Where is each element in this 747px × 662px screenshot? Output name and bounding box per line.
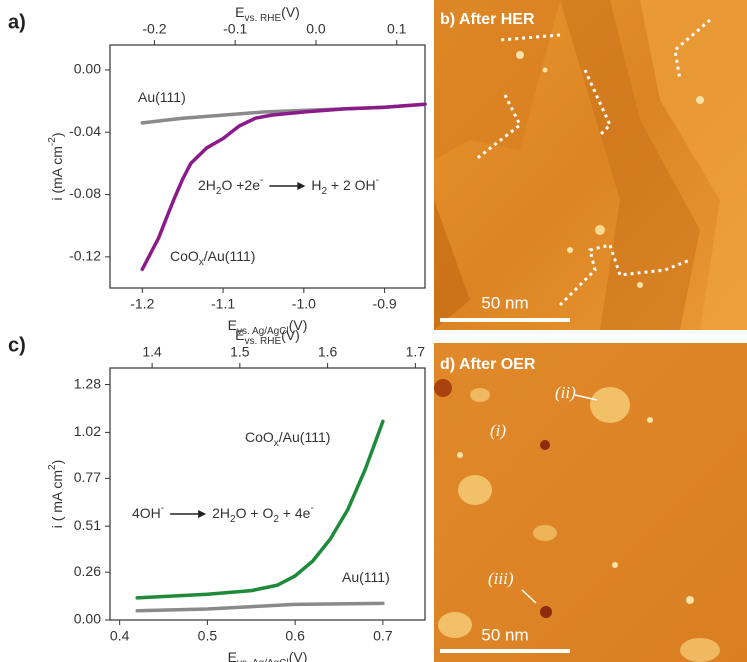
annotation: H2 + 2 OH-: [311, 175, 379, 197]
x2-tick-label: 0.0: [306, 21, 326, 37]
text-part: ): [49, 460, 65, 465]
y-tick-label: 1.28: [74, 375, 101, 391]
text-part: CoO: [170, 248, 199, 264]
y-tick-label: -0.12: [69, 248, 101, 264]
text-part: 2H: [198, 177, 216, 193]
text-part: Au(111): [342, 569, 390, 585]
y-tick-label: 0.51: [74, 517, 101, 533]
particle-label: (iii): [488, 569, 514, 588]
text-part: /Au(111): [279, 429, 331, 445]
x-tick-label: 0.5: [198, 628, 218, 644]
text-part: -: [310, 503, 313, 514]
annotation: CoOx/Au(111): [245, 429, 330, 449]
x-tick-label: 0.4: [110, 628, 130, 644]
y-tick-label: 0.77: [74, 469, 101, 485]
y-tick-label: -0.08: [69, 185, 101, 201]
scale-bar-label: 50 nm: [481, 293, 528, 312]
x2-tick-label: 1.7: [406, 344, 426, 360]
arrow-head: [198, 510, 206, 518]
text-part: -: [260, 175, 263, 186]
text-part: Au(111): [138, 89, 186, 105]
panel-label: a): [8, 11, 26, 33]
stm-image-oer: [434, 343, 747, 662]
text-part: H: [311, 177, 321, 193]
particle-label: (i): [490, 421, 506, 440]
text-part: ): [49, 132, 65, 137]
text-part: i ( mA cm: [49, 470, 65, 528]
stm-image-her: [434, 0, 747, 330]
text-part: E: [235, 327, 244, 343]
text-part: + 4e: [279, 505, 311, 521]
x-tick-label: -0.9: [373, 296, 397, 312]
text-part: 4OH: [132, 505, 161, 521]
x2-tick-label: 1.6: [318, 344, 338, 360]
y-tick-label: 0.00: [74, 61, 101, 77]
text-part: CoO: [245, 429, 274, 445]
y-axis-label: i ( mA cm2): [47, 460, 65, 529]
y-axis-label: i (mA cm-2): [47, 132, 65, 200]
x-tick-label: -1.1: [211, 296, 235, 312]
y-tick-label: 1.02: [74, 423, 101, 439]
x2-tick-label: 1.4: [142, 344, 162, 360]
text-part: (V): [289, 649, 308, 662]
text-part: (V): [281, 4, 300, 20]
x-axis-label: Evs. Ag/AgCl(V): [228, 649, 308, 662]
annotation: 2H2O + O2 + 4e-: [212, 503, 314, 525]
image-label: d) After OER: [440, 356, 536, 373]
scale-bar-label: 50 nm: [481, 625, 528, 644]
text-part: (V): [281, 327, 300, 343]
x-tick-label: -1.2: [130, 296, 154, 312]
text-part: O + O: [236, 505, 274, 521]
series-line: [137, 603, 383, 610]
annotation: CoOx/Au(111): [170, 248, 255, 268]
annotation: 2H2O +2e-: [198, 175, 263, 197]
text-part: 2H: [212, 505, 230, 521]
plot-frame: [110, 45, 425, 288]
annotation: 4OH-: [132, 503, 164, 521]
x2-axis-label: Evs. RHE(V): [235, 4, 300, 24]
x-tick-label: -1.0: [292, 296, 316, 312]
x2-tick-label: 0.1: [387, 21, 407, 37]
text-part: E: [228, 649, 237, 662]
image-label: b) After HER: [440, 11, 535, 28]
figure: b) After HER 50 nm d) After OER 50 nm (i…: [0, 0, 747, 662]
text-part: E: [235, 4, 244, 20]
text-part: + 2 OH: [327, 177, 376, 193]
particle-label: (ii): [555, 383, 576, 402]
text-part: O +2e: [221, 177, 260, 193]
annotation: Au(111): [342, 569, 390, 585]
text-part: -: [376, 175, 379, 186]
text-part: vs. Ag/AgCl: [237, 658, 289, 662]
text-part: -: [161, 503, 164, 514]
text-part: vs. RHE: [245, 13, 282, 24]
text-part: vs. RHE: [245, 336, 282, 347]
y-tick-label: 0.00: [74, 611, 101, 627]
arrow-head: [297, 182, 305, 190]
y-tick-label: 0.26: [74, 563, 101, 579]
x-tick-label: 0.6: [285, 628, 305, 644]
text-part: i (mA cm: [49, 146, 65, 200]
x-tick-label: 0.7: [373, 628, 393, 644]
x2-tick-label: -0.2: [142, 21, 166, 37]
panel-label: c): [8, 334, 26, 356]
annotation: Au(111): [138, 89, 186, 105]
y-tick-label: -0.04: [69, 123, 101, 139]
text-part: /Au(111): [204, 248, 256, 264]
